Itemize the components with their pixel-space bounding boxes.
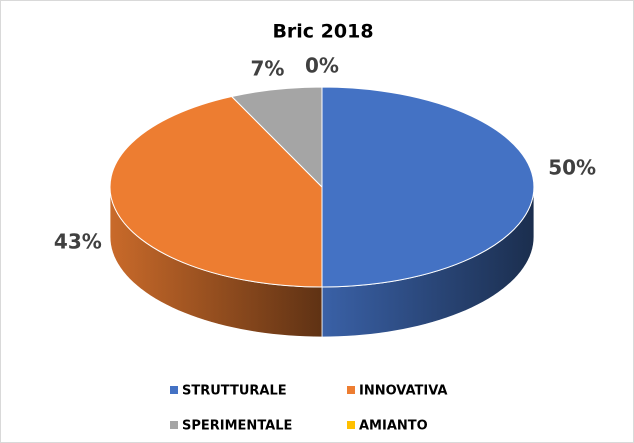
legend-swatch <box>170 421 178 429</box>
legend-swatch <box>347 386 355 394</box>
data-label: 0% <box>305 54 339 78</box>
legend-label: SPERIMENTALE <box>182 419 292 434</box>
data-label: 50% <box>548 156 596 180</box>
legend-label: STRUTTURALE <box>182 384 287 399</box>
slice <box>321 86 535 288</box>
data-label: 43% <box>54 230 102 254</box>
legend-swatch <box>347 421 355 429</box>
data-label: 7% <box>250 56 284 80</box>
legend-label: INNOVATIVA <box>359 384 447 399</box>
slice <box>109 95 323 288</box>
chart-title: Bric 2018 <box>272 21 373 43</box>
legend-label: AMIANTO <box>359 419 428 434</box>
legend-swatch <box>170 386 178 394</box>
